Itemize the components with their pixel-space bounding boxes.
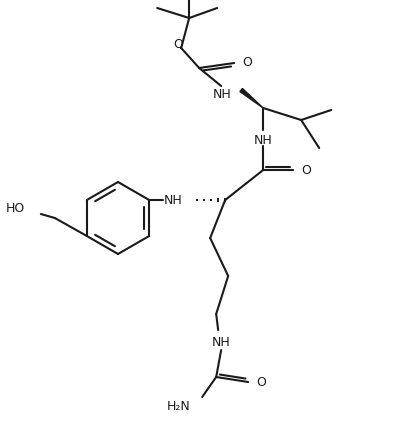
Text: H₂N: H₂N bbox=[166, 400, 190, 414]
Text: HO: HO bbox=[6, 202, 25, 216]
Text: NH: NH bbox=[213, 87, 231, 101]
Text: NH: NH bbox=[164, 193, 182, 207]
Polygon shape bbox=[240, 89, 263, 108]
Text: O: O bbox=[256, 375, 266, 389]
Text: NH: NH bbox=[212, 336, 231, 348]
Text: NH: NH bbox=[254, 133, 273, 147]
Text: O: O bbox=[173, 37, 183, 51]
Text: O: O bbox=[301, 164, 311, 176]
Text: O: O bbox=[242, 57, 252, 69]
